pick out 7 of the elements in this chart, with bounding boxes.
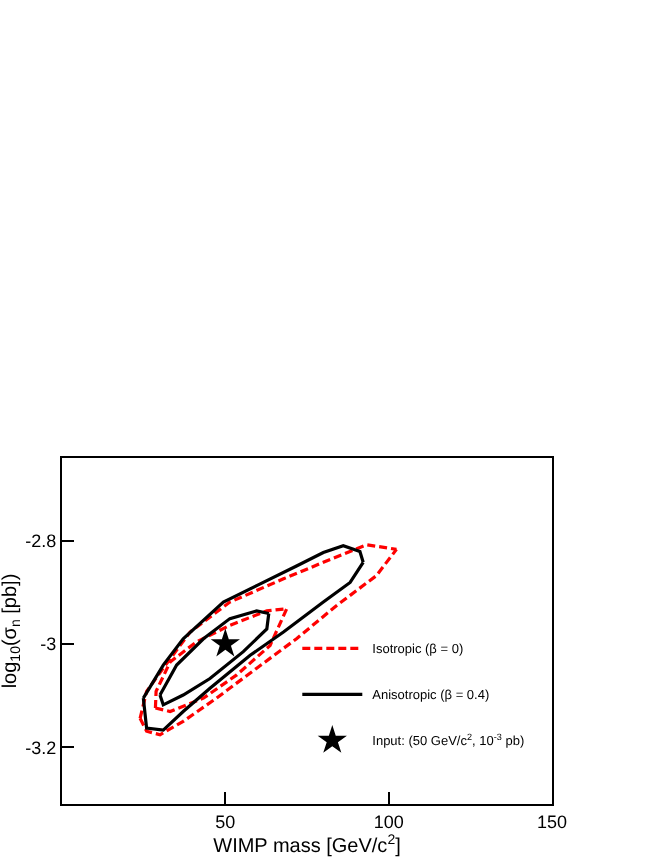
x-tick-label: 50 (215, 811, 236, 832)
y-tick-label: -2.8 (25, 530, 57, 551)
x-tick-label: 100 (373, 811, 404, 832)
x-axis-title: WIMP mass [GeV/c$^{2}$] (213, 833, 402, 858)
y-tick-label: -3.2 (25, 737, 57, 758)
y-tick-label: -3 (40, 634, 57, 655)
x-tick-label: 150 (536, 811, 568, 832)
